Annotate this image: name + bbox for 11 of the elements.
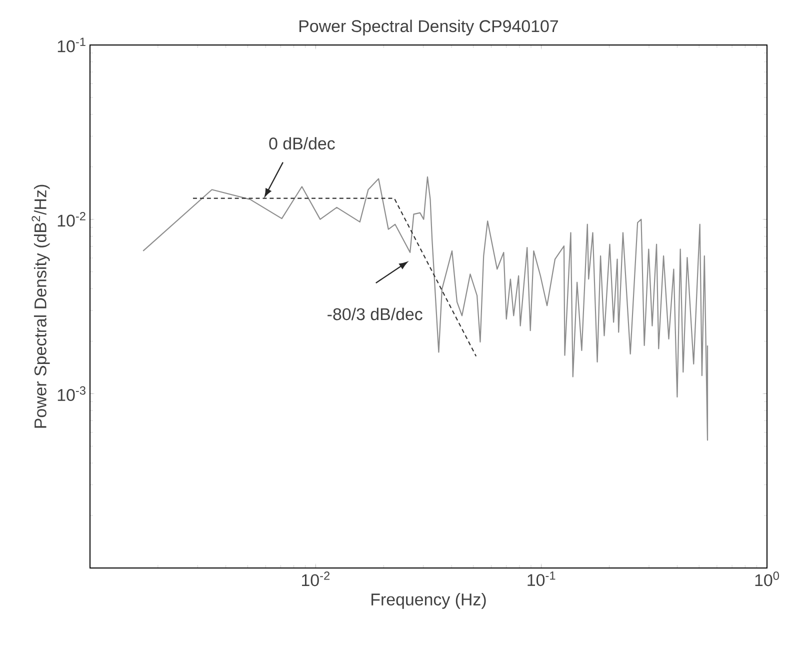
x-axis-title: Frequency (Hz): [372, 593, 486, 609]
x-tick-label: 10$^{0}$: [755, 572, 779, 586]
y-axis-title: Power Spectral Density (dB$^{2}$/Hz): [32, 184, 50, 428]
x-tick-label: 10$^{-2}$: [302, 572, 330, 586]
y-tick-label: 10$^{-2}$: [58, 212, 86, 227]
annotation: 0 dB/dec: [269, 137, 335, 150]
y-tick-label: 10$^{-3}$: [58, 386, 86, 402]
y-tick-label: 10$^{-1}$: [58, 38, 86, 52]
annotation: -80/3 dB/dec: [328, 308, 422, 320]
x-tick-label: 10$^{-1}$: [528, 572, 556, 586]
chart-title: Power Spectral Density CP940107: [300, 20, 558, 36]
